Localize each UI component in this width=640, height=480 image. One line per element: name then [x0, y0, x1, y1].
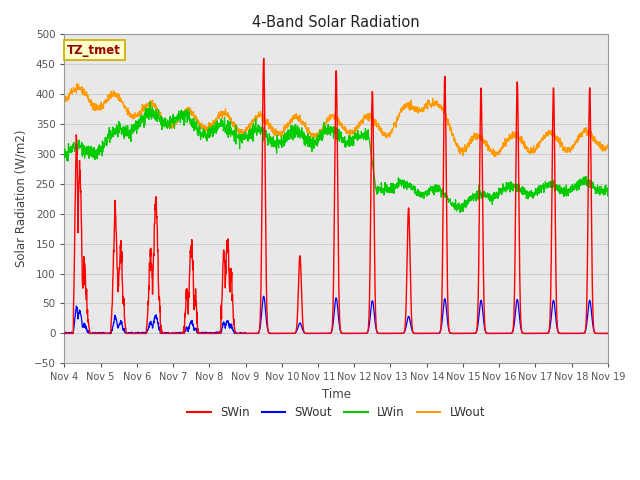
Title: 4-Band Solar Radiation: 4-Band Solar Radiation: [252, 15, 420, 30]
Text: TZ_tmet: TZ_tmet: [67, 44, 121, 57]
Legend: SWin, SWout, LWin, LWout: SWin, SWout, LWin, LWout: [182, 401, 490, 423]
Y-axis label: Solar Radiation (W/m2): Solar Radiation (W/m2): [15, 130, 28, 267]
X-axis label: Time: Time: [322, 388, 351, 401]
